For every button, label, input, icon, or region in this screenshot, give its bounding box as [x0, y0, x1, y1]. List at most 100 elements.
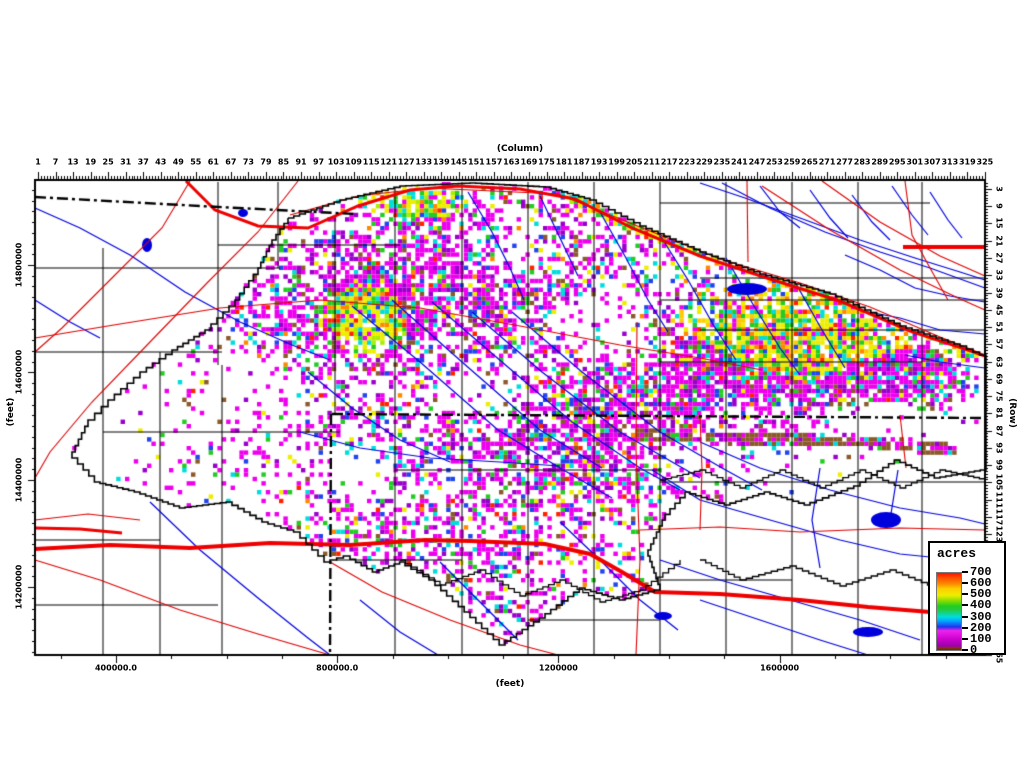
column-tick-label: 271	[818, 157, 836, 167]
legend-tick-mark	[962, 582, 968, 585]
column-tick-label: 163	[503, 157, 520, 167]
left-feet-tick-label: 14400000	[14, 457, 24, 503]
column-tick-label: 193	[590, 157, 608, 167]
row-tick-label: 81	[994, 407, 1004, 419]
row-tick-label: 105	[994, 473, 1004, 491]
bottom-feet-tick-label: 400000.0	[94, 663, 138, 673]
legend-tick-mark	[962, 615, 968, 618]
column-tick-label: 55	[190, 157, 202, 167]
legend-tick-label: 700	[970, 565, 992, 579]
column-tick-label: 169	[520, 157, 538, 167]
row-tick-label: 57	[994, 338, 1004, 350]
row-tick-label: 93	[994, 442, 1004, 454]
column-tick-label: 223	[678, 157, 696, 167]
column-tick-label: 133	[415, 157, 433, 167]
column-axis-title: (Column)	[496, 144, 544, 154]
bottom-feet-tick-label: 1600000	[760, 663, 800, 673]
legend-tick-label: 500	[970, 587, 992, 602]
legend-box: acres 700 600 500 400 300 200 100 0	[928, 541, 1006, 657]
column-tick-label: 235	[713, 157, 731, 167]
legend-tick-label: 200	[970, 620, 992, 635]
row-axis-title: (Row)	[1007, 398, 1017, 428]
legend-title: acres	[937, 546, 977, 561]
column-tick-label: 157	[485, 157, 503, 167]
row-tick-label: 69	[994, 373, 1004, 385]
column-tick-label: 43	[155, 157, 167, 167]
row-tick-label: 15	[994, 217, 1004, 230]
column-tick-label: 31	[120, 157, 132, 167]
column-tick-label: 61	[207, 157, 219, 167]
column-tick-label: 121	[380, 157, 398, 167]
left-feet-tick-label: 14800000	[14, 242, 24, 288]
column-tick-label: 7	[52, 157, 59, 167]
legend-colorbar	[936, 572, 962, 651]
column-tick-label: 109	[345, 157, 362, 167]
legend-tick-mark	[962, 637, 968, 640]
column-tick-label: 19	[85, 157, 97, 167]
column-tick-label: 289	[871, 157, 889, 167]
column-tick-label: 175	[538, 157, 555, 167]
row-tick-label: 39	[994, 286, 1004, 299]
column-tick-label: 325	[976, 157, 994, 167]
legend-tick-label: 600	[970, 576, 992, 591]
column-tick-label: 181	[555, 157, 573, 167]
left-feet-tick-label: 14600000	[14, 350, 24, 395]
column-tick-label: 25	[102, 157, 114, 167]
legend-tick-label: 0	[970, 643, 978, 657]
legend-tick-mark	[962, 593, 968, 596]
column-tick-label: 79	[260, 157, 272, 167]
column-tick-label: 277	[836, 157, 853, 167]
column-tick-label: 115	[362, 157, 380, 167]
column-tick-label: 103	[327, 157, 345, 167]
column-tick-label: 253	[766, 157, 783, 167]
bottom-axis-title: (feet)	[495, 679, 525, 689]
column-tick-label: 139	[432, 157, 450, 167]
left-feet-tick-label: 14200000	[14, 564, 24, 610]
row-tick-label: 51	[994, 321, 1004, 333]
column-tick-label: 85	[277, 157, 290, 167]
column-tick-label: 241	[731, 157, 748, 167]
legend-tick-mark	[962, 649, 968, 651]
legend-tick-label: 300	[970, 609, 992, 624]
column-tick-label: 259	[783, 157, 801, 167]
row-tick-label: 21	[994, 235, 1004, 247]
column-tick-label: 283	[853, 157, 871, 167]
column-tick-label: 151	[468, 157, 485, 167]
left-axis-title: (feet)	[6, 397, 16, 427]
column-tick-label: 49	[172, 157, 184, 167]
legend-tick-label: 400	[970, 598, 992, 613]
column-tick-label: 199	[608, 157, 625, 167]
column-tick-label: 91	[295, 157, 307, 167]
row-tick-label: 45	[994, 304, 1004, 316]
column-tick-label: 265	[801, 157, 818, 167]
column-tick-label: 37	[137, 157, 149, 167]
column-tick-label: 187	[573, 157, 590, 167]
row-tick-label: 117	[994, 508, 1004, 526]
column-tick-label: 67	[225, 157, 237, 167]
column-tick-label: 313	[941, 157, 959, 167]
column-tick-label: 217	[660, 157, 678, 167]
legend-tick-mark	[962, 571, 968, 573]
row-tick-label: 99	[994, 459, 1004, 471]
row-tick-label: 123	[994, 525, 1004, 543]
column-tick-label: 73	[242, 157, 254, 167]
column-tick-label: 97	[312, 157, 325, 167]
column-tick-label: 211	[643, 157, 661, 167]
row-tick-label: 3	[994, 186, 1004, 192]
row-tick-label: 111	[994, 491, 1004, 508]
column-tick-label: 127	[397, 157, 415, 167]
row-tick-label: 9	[994, 203, 1004, 209]
column-tick-label: 301	[906, 157, 924, 167]
column-tick-label: 1	[35, 157, 41, 167]
column-tick-label: 13	[67, 157, 79, 167]
row-tick-label: 87	[994, 425, 1004, 437]
row-tick-label: 27	[994, 252, 1004, 264]
legend-tick-mark	[962, 626, 968, 629]
column-tick-label: 145	[450, 157, 468, 167]
column-tick-label: 229	[695, 157, 713, 167]
row-tick-label: 63	[994, 355, 1004, 368]
row-tick-label: 75	[994, 390, 1004, 402]
legend-tick-label: 100	[970, 631, 992, 646]
